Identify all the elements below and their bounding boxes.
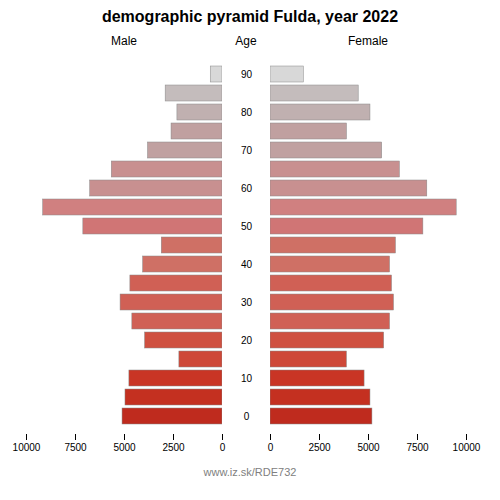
svg-text:0: 0 — [268, 442, 274, 453]
html-text:Female: Female — [348, 34, 388, 48]
svg-text:90: 90 — [241, 69, 253, 80]
svg-text:7500: 7500 — [406, 442, 429, 453]
svg-text:5000: 5000 — [357, 442, 380, 453]
svg-text:30: 30 — [241, 297, 253, 308]
svg-text:10000: 10000 — [13, 442, 41, 453]
svg-text:80: 80 — [241, 107, 253, 118]
svg-text:20: 20 — [241, 335, 253, 346]
svg-text:0: 0 — [220, 442, 226, 453]
svg-text:2500: 2500 — [162, 442, 185, 453]
html-text:Age: Age — [235, 34, 257, 48]
svg-text:0: 0 — [244, 411, 250, 422]
svg-text:2500: 2500 — [308, 442, 331, 453]
svg-text:40: 40 — [241, 259, 253, 270]
svg-text:10000: 10000 — [453, 442, 481, 453]
html-text:Male: Male — [111, 34, 137, 48]
svg-text:50: 50 — [241, 221, 253, 232]
svg-text:7500: 7500 — [64, 442, 87, 453]
svg-text:5000: 5000 — [113, 442, 136, 453]
svg-text:60: 60 — [241, 183, 253, 194]
html-text:demographic pyramid Fulda, yea: demographic pyramid Fulda, year 2022 — [101, 8, 398, 25]
svg-text:10: 10 — [241, 373, 253, 384]
svg-text:70: 70 — [241, 145, 253, 156]
html-text:www.iz.sk/RDE732: www.iz.sk/RDE732 — [203, 466, 297, 478]
